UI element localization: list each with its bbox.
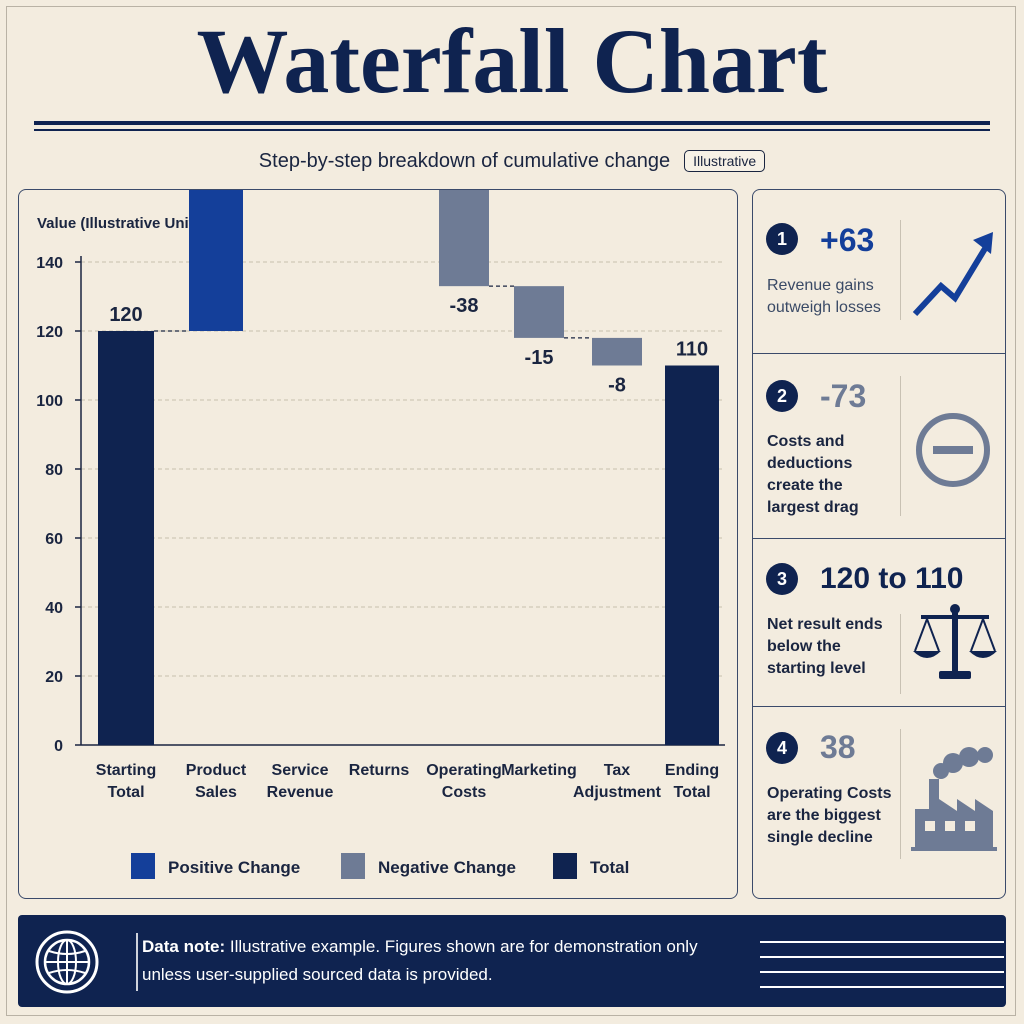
page-frame bbox=[6, 6, 1016, 1016]
y-tick-label-60: 60 bbox=[45, 531, 63, 548]
value-label-0: 120 bbox=[109, 304, 142, 326]
insights-panel: 1 +63 Revenue gains outweigh losses 2 -7… bbox=[752, 189, 1006, 899]
y-tick-label-120: 120 bbox=[36, 324, 63, 341]
chart-panel: Value (Illustrative Units) 0 20 40 60 80 100 12… bbox=[18, 87, 738, 899]
legend-swatch-1 bbox=[341, 853, 365, 879]
subtitle-row: Step-by-step breakdown of cumulative cha… bbox=[0, 146, 1024, 176]
footer-decor-line-4 bbox=[760, 986, 1004, 988]
category-label-1-0: Product bbox=[186, 762, 247, 779]
legend-swatch-2 bbox=[553, 853, 577, 879]
category-label-6-0: Tax bbox=[604, 762, 630, 779]
bar-5 bbox=[514, 286, 564, 338]
bar-6 bbox=[592, 337, 642, 366]
insight-divider-3 bbox=[900, 614, 901, 694]
insight-divider-2 bbox=[900, 376, 901, 516]
y-tick-label-140: 140 bbox=[36, 255, 63, 272]
insight-divider-4 bbox=[900, 729, 901, 859]
data-note-text: Data note: Illustrative example. Figures… bbox=[142, 937, 698, 984]
title-rule-thin bbox=[34, 129, 990, 131]
bar-7 bbox=[665, 365, 719, 745]
insight-number-2: 2 bbox=[766, 380, 798, 412]
balance-scale-icon bbox=[913, 604, 997, 679]
insight-number-3: 3 bbox=[766, 563, 798, 595]
value-label-4: -38 bbox=[450, 295, 479, 317]
globe-icon bbox=[35, 930, 99, 994]
value-label-5: -15 bbox=[525, 347, 554, 369]
footer-separator bbox=[136, 933, 138, 991]
insight-number-4: 4 bbox=[766, 732, 798, 764]
title-rule-thick bbox=[34, 121, 990, 125]
bar-0 bbox=[98, 331, 154, 745]
category-label-5-0: Marketing bbox=[501, 762, 577, 779]
category-label-2-1: Revenue bbox=[267, 784, 334, 801]
category-label-6-1: Adjustment bbox=[573, 784, 662, 801]
category-label-7-1: Total bbox=[673, 784, 710, 801]
y-tick-label-0: 0 bbox=[54, 738, 63, 755]
value-label-7: 110 bbox=[676, 339, 708, 361]
category-label-2-0: Service bbox=[272, 762, 329, 779]
insight-number-1: 1 bbox=[766, 223, 798, 255]
insight-value-2: -73 bbox=[820, 378, 867, 414]
category-label-3-0: Returns bbox=[349, 762, 410, 779]
insight-card-3: 3 120 to 110 Net result ends below the s… bbox=[753, 538, 1005, 706]
legend-label-1: Negative Change bbox=[378, 858, 516, 877]
data-note-footer: Data note: Illustrative example. Figures… bbox=[18, 915, 1006, 1007]
data-note-label: Data note: bbox=[142, 937, 226, 956]
page-subtitle: Step-by-step breakdown of cumulative cha… bbox=[258, 149, 671, 172]
insight-text-4: Operating Costs are the biggest single d… bbox=[767, 785, 892, 846]
category-label-4-0: Operating bbox=[426, 762, 502, 779]
insight-value-1: +63 bbox=[820, 222, 875, 258]
insight-text-3: Net result ends below the starting level bbox=[767, 616, 883, 677]
y-tick-label-80: 80 bbox=[45, 462, 63, 479]
value-label-6: -8 bbox=[608, 375, 626, 397]
y-tick-label-100: 100 bbox=[36, 393, 63, 410]
insight-card-2: 2 -73 Costs and deductions create the la… bbox=[753, 353, 1005, 538]
insight-value-3: 120 to 110 bbox=[820, 562, 964, 595]
footer-decor-line-1 bbox=[760, 941, 1004, 943]
insight-text-1: Revenue gains outweigh losses bbox=[767, 277, 881, 316]
insight-card-4: 4 38 Operating Costs are the biggest sin… bbox=[753, 706, 1005, 898]
insight-divider-1 bbox=[900, 220, 901, 320]
page-title: Waterfall Chart bbox=[196, 10, 828, 112]
legend-swatch-0 bbox=[131, 853, 155, 879]
illustrative-badge: Illustrative bbox=[684, 150, 766, 172]
bar-1 bbox=[189, 175, 243, 331]
bar-4 bbox=[439, 155, 489, 287]
footer-decor-line-3 bbox=[760, 971, 1004, 973]
minus-circle-icon bbox=[916, 413, 990, 487]
category-label-1-1: Sales bbox=[195, 784, 237, 801]
waterfall-chart: Value (Illustrative Units) 0 20 40 60 80 100 12… bbox=[36, 87, 725, 879]
category-label-4-1: Costs bbox=[442, 784, 487, 801]
insight-text-2: Costs and deductions create the largest … bbox=[767, 433, 859, 516]
y-tick-label-20: 20 bbox=[45, 669, 63, 686]
trend-up-icon bbox=[912, 232, 993, 317]
legend-label-2: Total bbox=[590, 858, 629, 877]
y-tick-label-40: 40 bbox=[45, 600, 63, 617]
factory-icon bbox=[911, 747, 997, 851]
category-label-0-1: Total bbox=[107, 784, 144, 801]
legend-label-0: Positive Change bbox=[168, 858, 300, 877]
category-label-7-0: Ending bbox=[665, 762, 719, 779]
y-axis-label: Value (Illustrative Units) bbox=[37, 215, 207, 232]
insight-card-1: 1 +63 Revenue gains outweigh losses bbox=[753, 190, 1005, 353]
insight-value-4: 38 bbox=[820, 729, 856, 765]
footer-decor-line-2 bbox=[760, 956, 1004, 958]
category-label-0-0: Starting bbox=[96, 762, 156, 779]
